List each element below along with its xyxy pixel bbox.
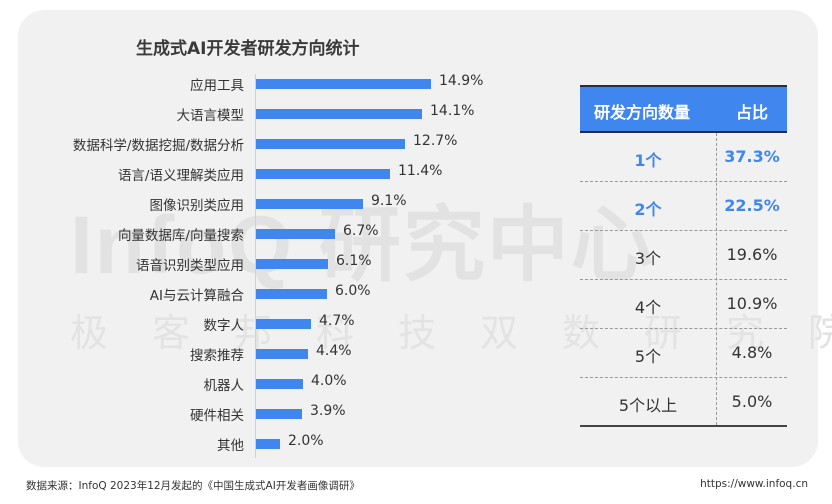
bar-value-label: 11.4% bbox=[398, 163, 443, 179]
bar bbox=[256, 79, 431, 89]
direction-count-cell: 5个 bbox=[634, 347, 662, 366]
bar bbox=[256, 259, 328, 269]
bar bbox=[256, 229, 335, 239]
bar-row: 语音识别类型应用 6.1% bbox=[0, 249, 560, 279]
watermark-main: InfoQ 研究中心 bbox=[70, 200, 655, 291]
bar-value-label: 6.1% bbox=[336, 253, 372, 269]
share-cell: 4.8% bbox=[731, 343, 773, 362]
bar-value-label: 12.7% bbox=[413, 133, 458, 149]
bar bbox=[256, 169, 390, 179]
bar bbox=[256, 439, 280, 449]
data-source-note: 数据来源：InfoQ 2023年12月发起的《中国生成式AI开发者画像调研》 bbox=[26, 480, 360, 492]
table-row: 4个 10.9% bbox=[580, 280, 787, 329]
bar-label: 其他 bbox=[217, 438, 244, 454]
y-axis-line bbox=[255, 74, 256, 458]
direction-count-table: 研发方向数量 占比 1个 37.3% 2个 22.5% 3个 19.6% 4个 10.9% 5个… bbox=[580, 85, 787, 427]
bar-label: 应用工具 bbox=[190, 78, 244, 94]
direction-count-cell: 2个 bbox=[634, 200, 662, 219]
bar-label: 大语言模型 bbox=[176, 108, 245, 124]
share-cell: 19.6% bbox=[726, 245, 778, 264]
source-url: https://www.infoq.cn bbox=[700, 478, 808, 490]
bar-row: 数字人 4.7% bbox=[0, 309, 560, 339]
bar-value-label: 14.1% bbox=[430, 103, 475, 119]
bar-row: 硬件相关 3.9% bbox=[0, 399, 560, 429]
bar-row: 应用工具 14.9% bbox=[0, 69, 560, 99]
bar-value-label: 2.0% bbox=[288, 433, 324, 449]
bar bbox=[256, 139, 405, 149]
table-row: 3个 19.6% bbox=[580, 231, 787, 280]
bar-value-label: 4.7% bbox=[319, 313, 355, 329]
bar-row: 图像识别类应用 9.1% bbox=[0, 189, 560, 219]
watermark-sub: 极客邦科技双数研究院 bbox=[70, 311, 832, 355]
bar bbox=[256, 109, 422, 119]
direction-count-cell: 1个 bbox=[634, 151, 662, 170]
share-cell: 5.0% bbox=[731, 392, 773, 411]
bar-value-label: 9.1% bbox=[371, 193, 407, 209]
bar-label: 向量数据库/向量搜索 bbox=[117, 228, 244, 244]
bar-row: 其他 2.0% bbox=[0, 429, 560, 459]
bar bbox=[256, 319, 311, 329]
bar-row: 搜索推荐 4.4% bbox=[0, 339, 560, 369]
table-header: 研发方向数量 占比 bbox=[580, 85, 787, 133]
bar-label: 图像识别类应用 bbox=[149, 198, 245, 214]
bar bbox=[256, 349, 308, 359]
bar-value-label: 4.4% bbox=[316, 343, 352, 359]
bar-label: AI与云计算融合 bbox=[149, 288, 244, 304]
table-header-count: 研发方向数量 bbox=[594, 103, 691, 122]
bar bbox=[256, 199, 363, 209]
bar-value-label: 6.0% bbox=[335, 283, 371, 299]
bar-label: 机器人 bbox=[203, 378, 245, 394]
table-row: 2个 22.5% bbox=[580, 182, 787, 231]
bar bbox=[256, 379, 303, 389]
chart-title: 生成式AI开发者研发方向统计 bbox=[136, 39, 360, 59]
bar-value-label: 4.0% bbox=[311, 373, 347, 389]
bar bbox=[256, 409, 302, 419]
bar-label: 语言/语义理解类应用 bbox=[117, 168, 244, 184]
table-header-share: 占比 bbox=[736, 103, 769, 122]
bar-row: 机器人 4.0% bbox=[0, 369, 560, 399]
bar-label: 搜索推荐 bbox=[190, 348, 244, 364]
bar-value-label: 3.9% bbox=[310, 403, 346, 419]
bar bbox=[256, 289, 327, 299]
bar-label: 数据科学/数据挖掘/数据分析 bbox=[72, 138, 244, 154]
bar-value-label: 6.7% bbox=[343, 223, 379, 239]
bar-value-label: 14.9% bbox=[439, 73, 484, 89]
direction-count-cell: 3个 bbox=[634, 249, 662, 268]
bar-row: AI与云计算融合 6.0% bbox=[0, 279, 560, 309]
bar-row: 向量数据库/向量搜索 6.7% bbox=[0, 219, 560, 249]
bar-label: 数字人 bbox=[203, 318, 245, 334]
direction-count-cell: 4个 bbox=[634, 298, 662, 317]
bar-row: 语言/语义理解类应用 11.4% bbox=[0, 159, 560, 189]
share-cell: 10.9% bbox=[726, 294, 778, 313]
bar-row: 大语言模型 14.1% bbox=[0, 99, 560, 129]
bar-label: 硬件相关 bbox=[190, 408, 244, 424]
table-row: 5个 4.8% bbox=[580, 329, 787, 378]
share-cell: 37.3% bbox=[724, 147, 780, 166]
bar-label: 语音识别类型应用 bbox=[136, 258, 244, 274]
direction-count-cell: 5个以上 bbox=[618, 396, 678, 415]
bar-row: 数据科学/数据挖掘/数据分析 12.7% bbox=[0, 129, 560, 159]
table-row: 5个以上 5.0% bbox=[580, 378, 787, 427]
share-cell: 22.5% bbox=[724, 196, 780, 215]
table-row: 1个 37.3% bbox=[580, 133, 787, 182]
